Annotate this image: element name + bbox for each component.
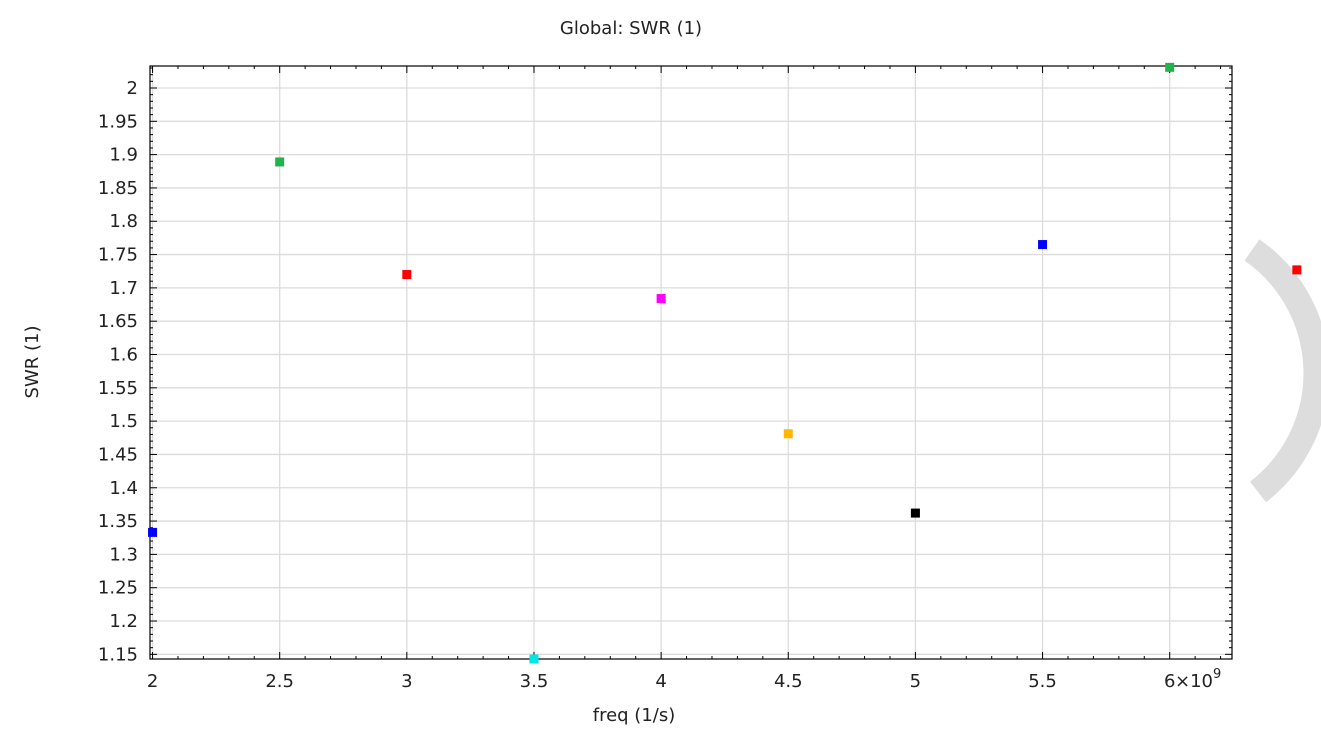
- y-tick-label: 1.4: [109, 478, 138, 499]
- data-point: [1165, 62, 1175, 72]
- data-point: [1292, 265, 1302, 275]
- y-tick-label: 2: [127, 78, 138, 99]
- x-tick-label: 3: [401, 671, 412, 692]
- y-tick-label: 1.35: [98, 511, 138, 532]
- x-tick-label: 2: [147, 671, 158, 692]
- tick-layer: 2 2.5 3 3.5 4 4.5 5 5.5 6 1.15 1.2 1.25 1.3 1.35 1.4 1.…: [98, 66, 1232, 692]
- data-point: [275, 157, 285, 167]
- x-tick-label: 3.5: [520, 671, 549, 692]
- y-tick-label: 1.3: [109, 544, 138, 565]
- data-point: [656, 294, 666, 304]
- data-point: [910, 508, 920, 518]
- y-tick-label: 1.75: [98, 245, 138, 266]
- x-tick-label: 4.5: [774, 671, 803, 692]
- data-point: [1038, 240, 1048, 250]
- y-axis-label: SWR (1): [22, 326, 43, 399]
- watermark-arc: [1244, 239, 1321, 503]
- data-point: [402, 270, 412, 280]
- x-multiplier-label: ×109: [1175, 667, 1221, 692]
- y-tick-label: 1.5: [109, 411, 138, 432]
- x-multiplier-base: ×10: [1175, 671, 1213, 692]
- plot-frame: [149, 65, 1233, 660]
- y-tick-label: 1.45: [98, 444, 138, 465]
- y-tick-label: 1.9: [109, 145, 138, 166]
- x-tick-label: 6: [1164, 671, 1175, 692]
- data-point: [148, 527, 158, 537]
- y-tick-label: 1.15: [98, 644, 138, 665]
- y-tick-label: 1.55: [98, 378, 138, 399]
- x-multiplier-exponent: 9: [1213, 667, 1221, 682]
- y-tick-label: 1.95: [98, 111, 138, 132]
- chart-title: Global: SWR (1): [560, 18, 702, 39]
- x-tick-label: 2.5: [265, 671, 294, 692]
- y-tick-label: 1.6: [109, 345, 138, 366]
- points-layer: [148, 62, 1302, 664]
- y-tick-label: 1.8: [109, 211, 138, 232]
- data-point: [783, 429, 793, 439]
- y-tick-label: 1.7: [109, 278, 138, 299]
- x-tick-label: 4: [655, 671, 666, 692]
- data-point: [529, 654, 539, 664]
- y-tick-label: 1.2: [109, 611, 138, 632]
- x-tick-label: 5.5: [1028, 671, 1057, 692]
- grid-layer: [150, 66, 1232, 659]
- y-tick-label: 1.85: [98, 178, 138, 199]
- y-tick-label: 1.25: [98, 578, 138, 599]
- x-tick-label: 5: [910, 671, 921, 692]
- y-tick-label: 1.65: [98, 311, 138, 332]
- x-axis-label: freq (1/s): [593, 705, 676, 726]
